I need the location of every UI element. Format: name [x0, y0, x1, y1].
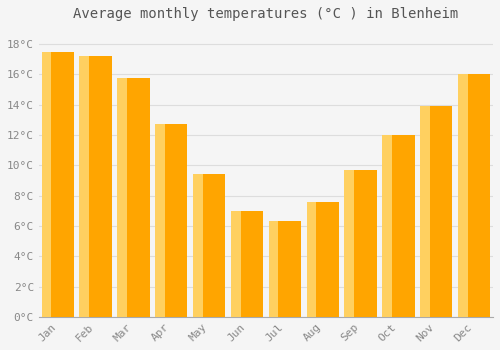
Bar [231, 211, 263, 317]
Title: Average monthly temperatures (°C ) in Blenheim: Average monthly temperatures (°C ) in Bl… [74, 7, 458, 21]
Bar [42, 52, 51, 317]
Bar [382, 135, 392, 317]
Bar [306, 202, 316, 317]
Bar [80, 56, 112, 317]
Bar [231, 211, 240, 317]
Bar [344, 170, 354, 317]
Bar [193, 174, 225, 317]
Bar [458, 75, 468, 317]
Bar [118, 77, 127, 317]
Bar [118, 77, 150, 317]
Bar [458, 75, 490, 317]
Bar [344, 170, 376, 317]
Bar [420, 106, 452, 317]
Bar [306, 202, 339, 317]
Bar [382, 135, 414, 317]
Bar [420, 106, 430, 317]
Bar [80, 56, 89, 317]
Bar [155, 125, 165, 317]
Bar [42, 52, 74, 317]
Bar [269, 222, 301, 317]
Bar [269, 222, 278, 317]
Bar [193, 174, 202, 317]
Bar [155, 125, 188, 317]
